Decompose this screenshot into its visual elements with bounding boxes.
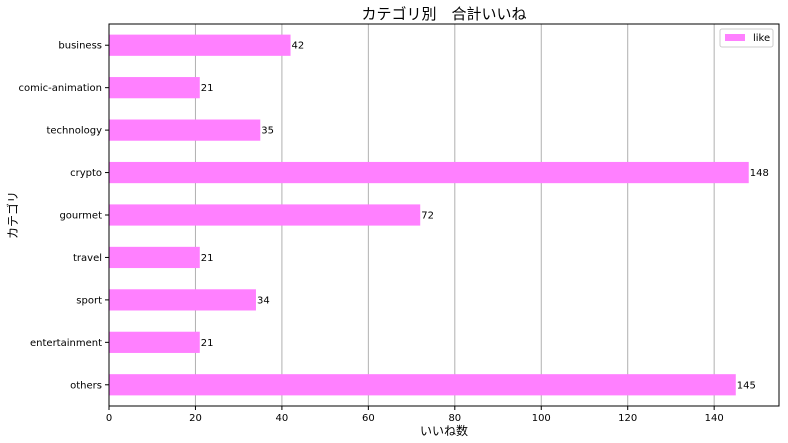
x-tick-label: 20 bbox=[189, 413, 202, 424]
data-label: 21 bbox=[201, 83, 214, 94]
y-tick-label: others bbox=[70, 380, 102, 391]
legend-box bbox=[719, 28, 774, 48]
y-tick-label: travel bbox=[73, 253, 102, 264]
legend: like bbox=[719, 28, 774, 48]
data-label: 34 bbox=[257, 295, 270, 306]
plot-frame bbox=[108, 23, 780, 407]
bar-technology bbox=[109, 119, 261, 141]
y-tick-label: business bbox=[58, 41, 102, 52]
data-label: 21 bbox=[201, 253, 214, 264]
data-labels: 42 21 35 148 72 21 34 21 145 bbox=[201, 41, 769, 392]
bars bbox=[109, 34, 749, 396]
data-label: 42 bbox=[292, 41, 305, 52]
x-axis-title: いいね数 bbox=[420, 423, 468, 438]
legend-label: like bbox=[753, 33, 770, 44]
x-axis-ticks: 0 20 40 60 80 100 120 140 bbox=[106, 406, 724, 424]
data-label: 35 bbox=[261, 126, 274, 137]
bar-others bbox=[109, 374, 736, 396]
x-tick-label: 140 bbox=[705, 413, 724, 424]
x-tick-label: 80 bbox=[448, 413, 461, 424]
legend-swatch bbox=[725, 34, 745, 41]
x-tick-label: 0 bbox=[106, 413, 112, 424]
bar-gourmet bbox=[109, 204, 421, 226]
bar-crypto bbox=[109, 161, 749, 184]
y-axis-title: カテゴリ bbox=[5, 191, 20, 239]
chart-title: カテゴリ別 合計いいね bbox=[361, 5, 526, 23]
y-tick-label: entertainment bbox=[30, 338, 102, 349]
bar-travel bbox=[109, 246, 200, 269]
y-tick-label: technology bbox=[46, 126, 102, 137]
data-label: 21 bbox=[201, 338, 214, 349]
y-axis-ticks: business comic-animation technology crypto g… bbox=[18, 41, 109, 391]
x-tick-label: 40 bbox=[276, 413, 289, 424]
x-tick-label: 60 bbox=[362, 413, 375, 424]
y-tick-label: crypto bbox=[70, 168, 102, 179]
y-tick-label: comic-animation bbox=[18, 83, 102, 94]
x-tick-label: 120 bbox=[618, 413, 637, 424]
y-tick-label: sport bbox=[76, 295, 102, 306]
bar-entertainment bbox=[109, 331, 200, 353]
bar-sport bbox=[109, 289, 256, 311]
y-tick-label: gourmet bbox=[59, 211, 102, 222]
data-label: 148 bbox=[750, 168, 769, 179]
bar-comic-animation bbox=[109, 77, 200, 99]
x-tick-label: 100 bbox=[532, 413, 551, 424]
bar-business bbox=[109, 34, 291, 56]
data-label: 145 bbox=[737, 380, 756, 391]
data-label: 72 bbox=[421, 211, 434, 222]
